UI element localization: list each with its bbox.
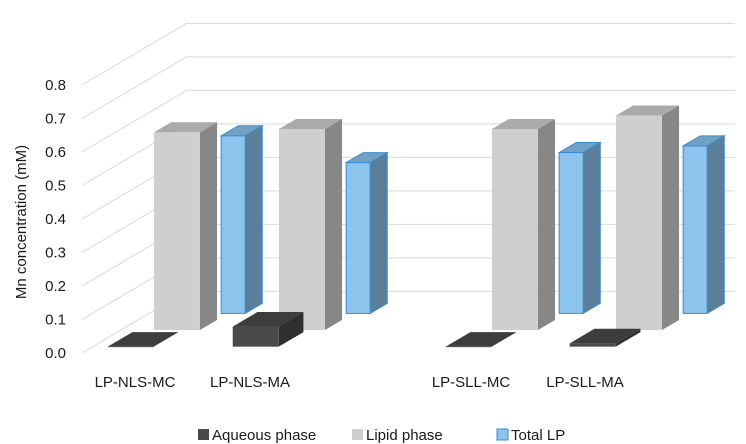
bar-total-lp-lp-nls-ma bbox=[344, 151, 390, 315]
bar-top bbox=[491, 118, 556, 130]
legend-item-total-lp: Total LP bbox=[496, 427, 565, 444]
x-axis-categories: LP-NLS-MC LP-NLS-MA LP-SLL-MC LP-SLL-MA bbox=[95, 374, 624, 391]
bar-side bbox=[278, 312, 304, 347]
bar-top bbox=[232, 312, 304, 327]
bar-side bbox=[661, 105, 680, 331]
bar-front bbox=[569, 343, 616, 347]
bar-front bbox=[558, 152, 584, 314]
bar-top bbox=[153, 122, 218, 133]
legend-label: Total LP bbox=[511, 427, 565, 444]
gridline bbox=[81, 22, 735, 86]
bar-front bbox=[345, 162, 371, 314]
bar-front bbox=[682, 145, 708, 314]
bar-total-lp-lp-sll-mc bbox=[557, 141, 603, 315]
bar-lipid-phase-lp-nls-mc bbox=[153, 122, 218, 331]
bar-lipid-phase-lp-sll-mc bbox=[491, 118, 556, 331]
bar-top bbox=[278, 118, 343, 130]
y-tick-label: 0.8 bbox=[45, 77, 66, 94]
bar-side bbox=[199, 122, 218, 331]
bar-side bbox=[582, 141, 601, 315]
legend-item-lipid-phase: Lipid phase bbox=[352, 427, 443, 444]
legend-label: Lipid phase bbox=[366, 427, 443, 444]
y-tick-label: 0.4 bbox=[45, 211, 66, 228]
y-tick-label: 0.2 bbox=[45, 278, 66, 295]
y-tick-label: 0.7 bbox=[45, 111, 66, 128]
bar-top bbox=[445, 332, 517, 347]
legend-swatch bbox=[496, 428, 509, 441]
bar-side bbox=[369, 151, 388, 315]
bar-total-lp-lp-sll-ma bbox=[681, 134, 727, 315]
bars bbox=[107, 105, 727, 348]
legend-item-aqueous-phase: Aqueous phase bbox=[198, 427, 316, 444]
bar-side bbox=[706, 134, 725, 315]
x-category-label: LP-SLL-MA bbox=[546, 374, 624, 391]
y-tick-label: 0.1 bbox=[45, 312, 66, 329]
bar-lipid-phase-lp-sll-ma bbox=[615, 105, 680, 331]
bar-lipid-phase-lp-nls-ma bbox=[278, 118, 343, 331]
bar-front bbox=[107, 346, 154, 348]
x-category-label: LP-NLS-MA bbox=[210, 374, 290, 391]
x-category-label: LP-SLL-MC bbox=[432, 374, 511, 391]
bar-side bbox=[244, 124, 263, 315]
bar-aqueous-phase-lp-nls-mc bbox=[107, 332, 179, 348]
legend-swatch bbox=[352, 429, 363, 440]
bar-front bbox=[220, 135, 246, 314]
bar-top bbox=[569, 328, 641, 344]
bar-front bbox=[278, 129, 325, 331]
x-category-label: LP-NLS-MC bbox=[95, 374, 176, 391]
y-axis-label: Mn concentration (mM) bbox=[13, 145, 30, 299]
y-tick-label: 0.5 bbox=[45, 178, 66, 195]
legend-label: Aqueous phase bbox=[212, 427, 316, 444]
legend-swatch bbox=[198, 429, 209, 440]
bar-top bbox=[615, 105, 680, 116]
y-tick-label: 0.3 bbox=[45, 245, 66, 262]
y-axis-ticks: 0.0 0.1 0.2 0.3 0.4 0.5 0.6 0.7 0.8 bbox=[45, 77, 66, 362]
gridline bbox=[81, 56, 735, 119]
y-tick-label: 0.6 bbox=[45, 144, 66, 161]
bar-aqueous-phase-lp-sll-mc bbox=[445, 332, 517, 348]
bar-front bbox=[445, 346, 492, 348]
bar-side bbox=[615, 328, 641, 347]
y-tick-label: 0.0 bbox=[45, 345, 66, 362]
bar-aqueous-phase-lp-nls-ma bbox=[232, 312, 304, 347]
bar-front bbox=[153, 132, 200, 331]
bar-front bbox=[232, 326, 279, 347]
bar-side bbox=[324, 118, 343, 331]
bar-side bbox=[537, 118, 556, 331]
bar-front bbox=[615, 115, 662, 331]
bar-top bbox=[107, 332, 179, 347]
legend: Aqueous phase Lipid phase Total LP bbox=[198, 427, 565, 444]
bar-total-lp-lp-nls-mc bbox=[219, 124, 265, 315]
gridline bbox=[81, 89, 735, 153]
bar-aqueous-phase-lp-sll-ma bbox=[569, 328, 641, 347]
bar-front bbox=[491, 129, 538, 331]
